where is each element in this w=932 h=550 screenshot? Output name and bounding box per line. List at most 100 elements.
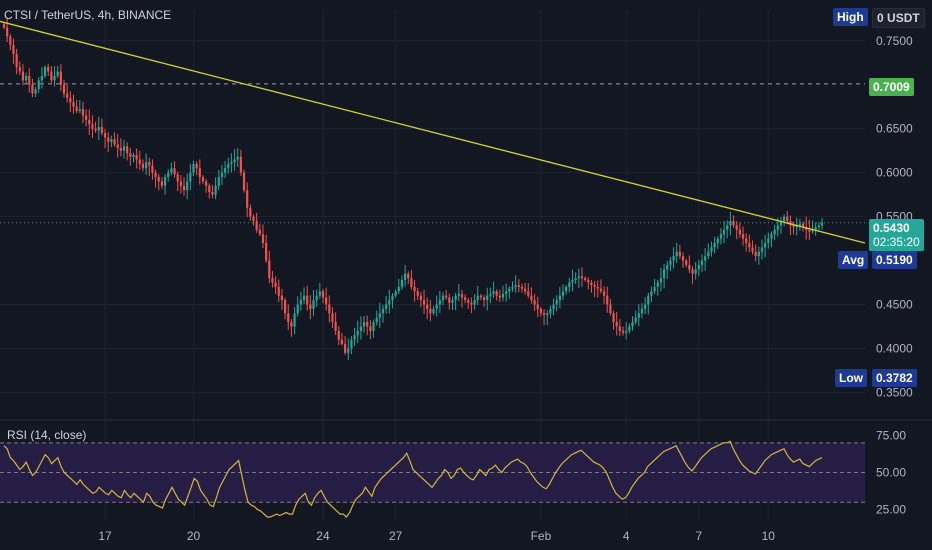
candle-body <box>470 302 473 305</box>
candle-body <box>498 295 501 298</box>
candle-body <box>62 84 66 94</box>
candle-body <box>662 269 666 279</box>
high-value: 0 <box>877 11 884 25</box>
candle-body <box>741 234 745 239</box>
countdown-value: 02:35:20 <box>873 235 920 249</box>
rsi-axis[interactable]: 75.00 50.00 25.00 <box>876 428 906 516</box>
candle-body <box>527 291 530 296</box>
candle-body <box>486 295 489 301</box>
candle-body <box>685 260 688 265</box>
candle-body <box>451 300 454 303</box>
candle-body <box>182 185 186 191</box>
candle-body <box>236 156 239 160</box>
candle-body <box>100 126 104 134</box>
candle-body <box>12 45 15 54</box>
candle-body <box>129 153 132 157</box>
candle-body <box>34 89 37 94</box>
candle-body <box>659 278 663 283</box>
candle-body <box>157 177 160 182</box>
candle-body <box>722 229 726 235</box>
candle-body <box>220 172 224 178</box>
candle-body <box>43 67 47 76</box>
candle-body <box>407 273 410 279</box>
candle-body <box>618 326 621 331</box>
avg-label: Avg <box>838 251 869 269</box>
candle-body <box>820 222 824 226</box>
price-tick-label: 0.7500 <box>876 34 913 48</box>
candle-body <box>107 137 110 142</box>
candle-body <box>135 155 138 160</box>
candle-body <box>50 71 53 81</box>
candle-body <box>811 229 814 232</box>
currency-selector[interactable]: 0 USDT <box>872 8 925 28</box>
candle-body <box>126 146 129 154</box>
candle-body <box>198 168 201 178</box>
candle-body <box>612 313 615 323</box>
rsi-tick-label: 25.00 <box>876 503 906 517</box>
candle-body <box>400 279 404 287</box>
candle-body <box>15 53 18 68</box>
candle-body <box>25 75 28 81</box>
candle-body <box>334 322 337 331</box>
time-axis[interactable]: 17 20 24 27 Feb 4 7 10 <box>98 529 775 543</box>
time-tick-label: 4 <box>623 529 630 543</box>
time-tick-label: 24 <box>316 529 330 543</box>
candle-body <box>265 242 268 261</box>
candle-body <box>555 300 558 305</box>
candle-body <box>132 155 135 157</box>
candle-body <box>792 225 795 228</box>
candle-body <box>69 97 72 103</box>
candle-body <box>536 304 539 309</box>
candle-body <box>779 220 783 226</box>
candle-body <box>403 273 407 280</box>
candle-body <box>151 165 154 173</box>
candle-body <box>460 293 464 298</box>
candle-body <box>375 317 378 323</box>
candle-body <box>201 177 205 182</box>
candle-body <box>6 27 9 37</box>
candle-body <box>416 291 419 296</box>
candle-body <box>91 124 94 129</box>
candle-body <box>561 291 565 296</box>
candle-body <box>81 109 85 116</box>
candle-body <box>192 163 195 173</box>
candle-body <box>261 234 265 243</box>
candle-body <box>704 256 707 261</box>
candle-body <box>309 304 312 309</box>
candle-body <box>644 304 647 309</box>
candle-body <box>141 163 145 169</box>
candle-body <box>501 293 505 298</box>
candle-body <box>571 279 574 283</box>
candle-body <box>385 304 388 309</box>
trendline[interactable] <box>0 20 866 244</box>
candle-body <box>419 295 423 301</box>
candle-body <box>103 133 107 138</box>
candle-body <box>473 300 476 305</box>
candle-body <box>438 300 441 305</box>
candle-body <box>694 269 697 274</box>
candle-body <box>492 291 495 294</box>
candle-body <box>271 278 274 283</box>
candle-body <box>435 304 438 309</box>
candle-body <box>233 159 236 163</box>
candle-body <box>656 282 659 287</box>
candle-body <box>552 304 555 309</box>
candle-body <box>72 102 75 107</box>
candle-body <box>776 225 779 230</box>
candle-body <box>596 286 599 289</box>
candle-body <box>505 291 508 294</box>
candle-body <box>388 300 391 305</box>
candle-body <box>321 291 325 298</box>
candle-body <box>599 288 603 292</box>
candle-body <box>640 308 644 314</box>
candle-body <box>602 291 606 296</box>
candle-body <box>666 264 669 270</box>
candle-body <box>457 293 460 296</box>
candle-body <box>782 216 786 221</box>
candle-body <box>577 276 580 279</box>
candle-body <box>770 234 773 239</box>
candle-body <box>707 251 710 257</box>
candle-body <box>760 247 764 252</box>
candle-body <box>246 190 249 208</box>
